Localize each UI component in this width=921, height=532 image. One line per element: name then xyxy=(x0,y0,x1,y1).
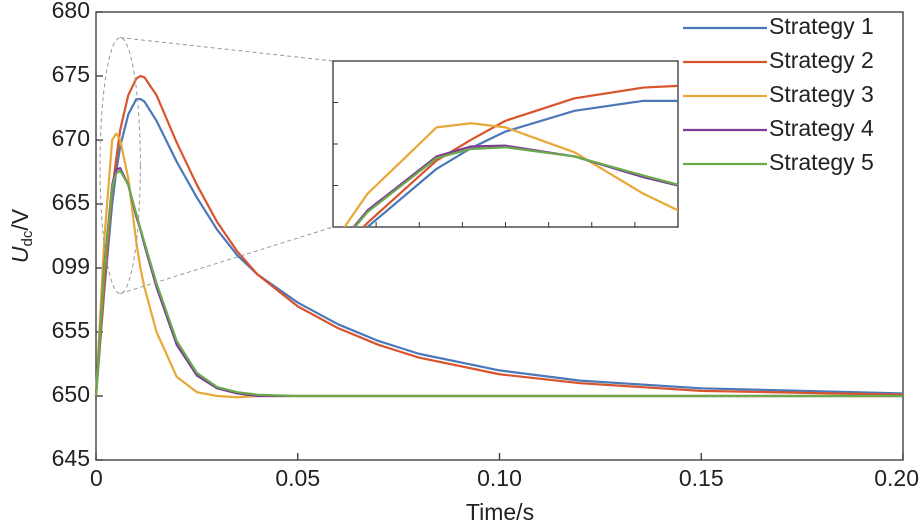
legend-label: Strategy 4 xyxy=(769,115,874,141)
legend-label: Strategy 3 xyxy=(769,81,874,107)
x-tick-label: 0.15 xyxy=(679,465,724,491)
x-tick-label: 0 xyxy=(90,465,103,491)
legend-label: Strategy 5 xyxy=(769,149,874,175)
x-tick-label: 0.20 xyxy=(874,465,919,491)
inset-frame xyxy=(333,61,678,227)
x-tick-label: 0.05 xyxy=(275,465,320,491)
y-axis-label: Udc/V xyxy=(7,208,36,263)
x-axis-label: Time/s xyxy=(466,499,534,525)
legend-label: Strategy 1 xyxy=(769,13,874,39)
y-tick-label: 675 xyxy=(52,61,90,87)
y-label-symbol: U xyxy=(7,246,33,263)
y-tick-label: 670 xyxy=(52,125,90,151)
y-tick-label: 099 xyxy=(52,253,90,279)
zoom-connector xyxy=(120,38,333,61)
x-tick-label: 0.10 xyxy=(477,465,522,491)
y-tick-label: 645 xyxy=(52,445,90,471)
y-label-unit: /V xyxy=(7,208,33,230)
y-tick-label: 655 xyxy=(52,317,90,343)
legend-label: Strategy 2 xyxy=(769,47,874,73)
y-label-subscript: dc xyxy=(19,230,36,246)
y-tick-label: 680 xyxy=(52,0,90,23)
y-tick-label: 650 xyxy=(52,381,90,407)
y-tick-label: 665 xyxy=(52,189,90,215)
